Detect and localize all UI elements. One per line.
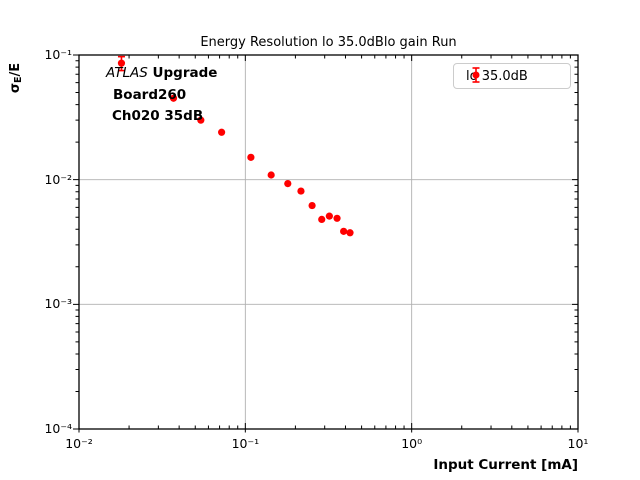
data-point bbox=[333, 214, 341, 222]
data-point bbox=[346, 229, 354, 237]
x-axis-label: Input Current [mA] bbox=[433, 457, 578, 473]
y-tick-label: 10⁻² bbox=[44, 171, 72, 187]
y-tick-label: 10⁻⁴ bbox=[44, 421, 72, 436]
axes-frame bbox=[78, 54, 579, 430]
ylabel-subscript: E bbox=[13, 76, 24, 84]
axis-ticks bbox=[73, 54, 579, 433]
data-point bbox=[325, 212, 333, 220]
ylabel-sigma: σ bbox=[8, 83, 23, 94]
data-point bbox=[308, 201, 316, 210]
y-axis-label: σE/E bbox=[8, 45, 24, 111]
x-tick-label: 10¹ bbox=[567, 436, 589, 451]
annotation-line-2: Board260 bbox=[113, 87, 187, 103]
data-point bbox=[247, 153, 255, 161]
data-point bbox=[267, 171, 275, 179]
data-point bbox=[340, 227, 348, 235]
ylabel-rest: /E bbox=[8, 62, 23, 77]
data-point bbox=[117, 59, 126, 67]
legend-errorbar-icon bbox=[472, 67, 480, 83]
data-point bbox=[218, 128, 226, 136]
legend-entry-label: lo 35.0dB bbox=[466, 68, 528, 84]
y-tick-label: 10⁻¹ bbox=[44, 47, 72, 62]
y-tick-label: 10⁻³ bbox=[44, 296, 72, 312]
data-point bbox=[297, 187, 305, 195]
annotation-experiment: ATLAS bbox=[106, 65, 148, 81]
data-point bbox=[169, 94, 178, 102]
annotation-experiment-label: Upgrade bbox=[147, 65, 218, 81]
x-tick-label: 10⁻¹ bbox=[231, 436, 260, 451]
data-point bbox=[197, 116, 205, 124]
annotation-line-1: ATLAS Upgrade bbox=[106, 65, 217, 81]
x-tick-label: 10⁰ bbox=[401, 436, 423, 451]
legend: lo 35.0dB bbox=[453, 63, 571, 89]
data-point bbox=[284, 179, 292, 188]
annotation-line-3: Ch020 35dB bbox=[112, 108, 204, 124]
chart-title: Energy Resolution lo 35.0dBlo gain Run bbox=[200, 35, 457, 50]
x-tick-label: 10⁻² bbox=[65, 436, 93, 451]
data-point bbox=[318, 215, 326, 224]
